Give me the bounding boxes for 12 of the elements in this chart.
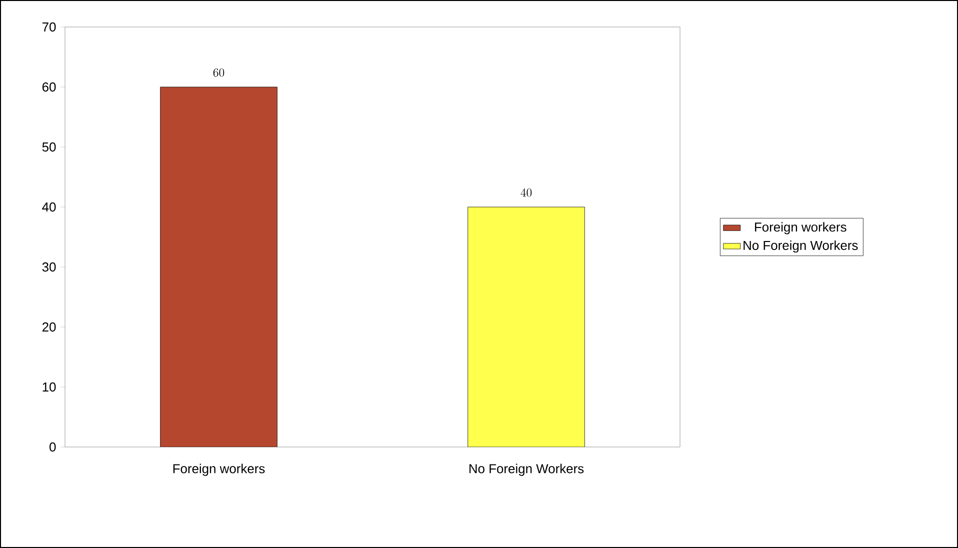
legend-label: No Foreign Workers <box>744 240 858 253</box>
y-tick-label: 70 <box>42 22 56 32</box>
y-tick-label: 30 <box>42 262 56 272</box>
y-tick-label: 0 <box>50 442 56 452</box>
y-tick-label: 20 <box>42 322 56 332</box>
y-tick-label: 10 <box>42 382 56 392</box>
legend-label: Foreign workers <box>755 222 846 234</box>
data-label: 40 <box>520 188 532 197</box>
y-tick-label: 50 <box>42 142 56 152</box>
data-label: 60 <box>213 68 224 77</box>
y-tick-label: 40 <box>42 202 56 212</box>
y-tick-label: 60 <box>42 82 56 92</box>
